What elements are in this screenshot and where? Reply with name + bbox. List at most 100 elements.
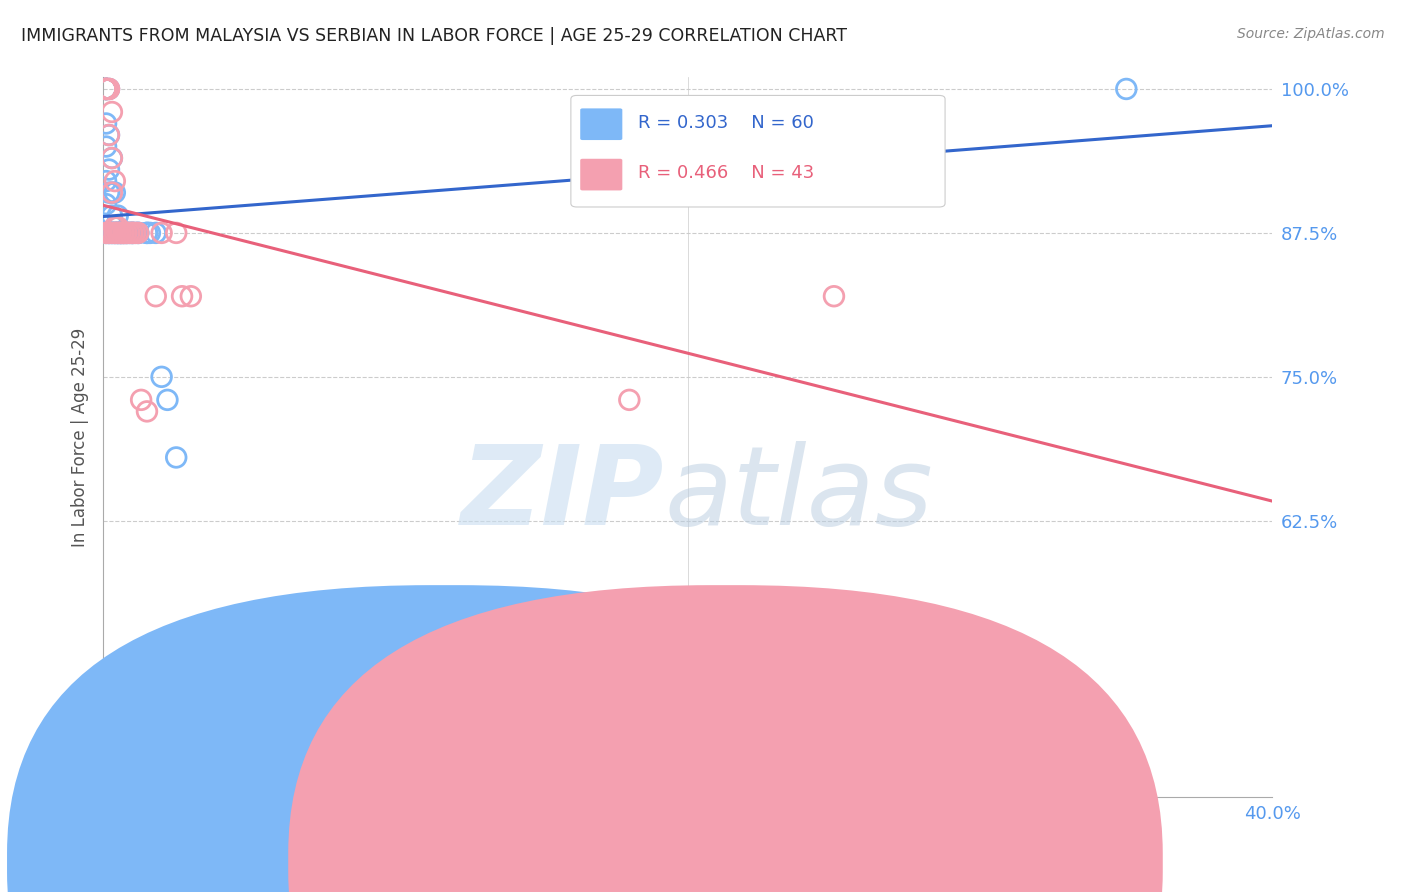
Point	[110, 226, 132, 240]
Text: atlas: atlas	[665, 442, 934, 549]
Point	[110, 226, 132, 240]
Point	[104, 220, 127, 235]
Point	[101, 226, 124, 240]
Point	[110, 226, 132, 240]
Point	[98, 128, 121, 142]
Point	[104, 226, 127, 240]
Point	[101, 186, 124, 200]
Point	[150, 226, 173, 240]
Point	[121, 226, 143, 240]
Point	[619, 392, 641, 407]
Point	[115, 226, 138, 240]
Point	[104, 226, 127, 240]
Text: ZIP: ZIP	[461, 442, 665, 549]
Point	[118, 226, 141, 240]
Point	[94, 82, 117, 96]
Point	[98, 226, 121, 240]
Point	[121, 226, 143, 240]
Text: R = 0.303    N = 60: R = 0.303 N = 60	[637, 114, 814, 132]
Point	[150, 369, 173, 384]
Point	[94, 82, 117, 96]
Point	[107, 226, 129, 240]
Point	[98, 226, 121, 240]
Point	[98, 82, 121, 96]
Point	[94, 82, 117, 96]
Point	[94, 82, 117, 96]
Point	[94, 82, 117, 96]
Point	[98, 128, 121, 142]
Point	[101, 105, 124, 120]
Text: Serbians: Serbians	[748, 854, 820, 871]
Point	[101, 226, 124, 240]
Point	[136, 404, 159, 418]
Point	[145, 226, 167, 240]
Text: Immigrants from Malaysia: Immigrants from Malaysia	[467, 854, 683, 871]
Point	[112, 226, 135, 240]
Point	[112, 226, 135, 240]
Point	[124, 226, 146, 240]
Point	[112, 226, 135, 240]
Point	[98, 226, 121, 240]
Point	[107, 220, 129, 235]
Point	[104, 226, 127, 240]
Point	[115, 226, 138, 240]
Point	[104, 226, 127, 240]
Point	[127, 226, 149, 240]
Text: R = 0.466    N = 43: R = 0.466 N = 43	[637, 164, 814, 182]
Point	[94, 82, 117, 96]
Point	[94, 82, 117, 96]
FancyBboxPatch shape	[581, 159, 623, 190]
Point	[118, 226, 141, 240]
Point	[107, 226, 129, 240]
Point	[94, 116, 117, 130]
Point	[139, 226, 162, 240]
Point	[98, 226, 121, 240]
Point	[104, 220, 127, 235]
Point	[165, 226, 187, 240]
Point	[101, 226, 124, 240]
Point	[104, 174, 127, 188]
Point	[115, 226, 138, 240]
Point	[107, 226, 129, 240]
Point	[115, 226, 138, 240]
Point	[136, 226, 159, 240]
Point	[124, 226, 146, 240]
Point	[101, 209, 124, 223]
Point	[127, 226, 149, 240]
Point	[112, 226, 135, 240]
FancyBboxPatch shape	[581, 109, 623, 140]
Point	[110, 226, 132, 240]
Point	[94, 226, 117, 240]
Point	[94, 82, 117, 96]
Point	[94, 139, 117, 153]
Point	[94, 226, 117, 240]
Text: Source: ZipAtlas.com: Source: ZipAtlas.com	[1237, 27, 1385, 41]
Point	[121, 226, 143, 240]
Point	[110, 226, 132, 240]
FancyBboxPatch shape	[571, 95, 945, 207]
Point	[107, 226, 129, 240]
Y-axis label: In Labor Force | Age 25-29: In Labor Force | Age 25-29	[72, 327, 89, 547]
Point	[136, 226, 159, 240]
Point	[104, 186, 127, 200]
Point	[165, 450, 187, 465]
Point	[94, 226, 117, 240]
Point	[94, 82, 117, 96]
Point	[101, 186, 124, 200]
Point	[156, 392, 179, 407]
Point	[94, 197, 117, 211]
Point	[101, 226, 124, 240]
Point	[121, 226, 143, 240]
Point	[98, 82, 121, 96]
Point	[112, 226, 135, 240]
Point	[127, 226, 149, 240]
Point	[170, 289, 193, 303]
Point	[104, 226, 127, 240]
Point	[110, 226, 132, 240]
Point	[107, 226, 129, 240]
Point	[180, 289, 202, 303]
Point	[98, 82, 121, 96]
Point	[107, 226, 129, 240]
Point	[110, 226, 132, 240]
Point	[118, 226, 141, 240]
